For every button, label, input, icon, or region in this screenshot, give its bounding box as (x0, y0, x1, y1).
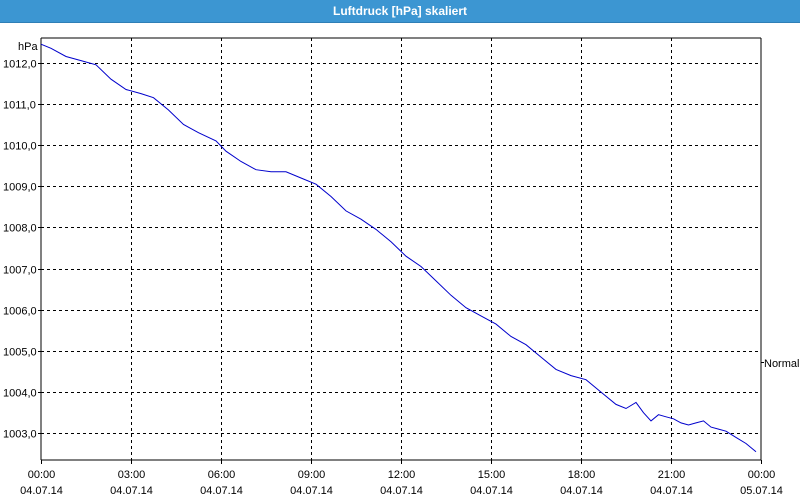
legend-entry-normal: Normal (764, 358, 799, 370)
y-tick-label: 1004,0 (3, 388, 37, 400)
x-tick-time-label: 09:00 (298, 469, 326, 481)
chart-area: hPa Normal 1003,0 1004,0 1005,0 1006,0 1007,… (3, 37, 799, 497)
y-axis-label: hPa (18, 41, 38, 53)
x-tick-date-label: 04.07.14 (110, 485, 153, 497)
x-tick-time-label: 00:00 (748, 469, 776, 481)
x-tick-time-label: 00:00 (28, 469, 56, 481)
x-tick-date-label: 04.07.14 (560, 485, 603, 497)
x-tick-time-label: 06:00 (208, 469, 236, 481)
y-tick-label: 1009,0 (3, 182, 37, 194)
x-tick-date-label: 04.07.14 (380, 485, 423, 497)
x-tick-date-label: 05.07.14 (740, 485, 783, 497)
title-bar: Luftdruck [hPa] skaliert (0, 0, 800, 23)
y-tick-label: 1012,0 (3, 59, 37, 71)
y-tick-label: 1007,0 (3, 265, 37, 277)
x-tick-date-label: 04.07.14 (650, 485, 693, 497)
x-tick-date-label: 04.07.14 (20, 485, 63, 497)
x-tick-time-label: 12:00 (388, 469, 416, 481)
x-tick-date-label: 04.07.14 (200, 485, 243, 497)
grid (41, 38, 761, 460)
y-tick-label: 1010,0 (3, 141, 37, 153)
x-tick-time-label: 21:00 (658, 469, 686, 481)
y-tick-label: 1005,0 (3, 347, 37, 359)
y-tick-label: 1011,0 (3, 100, 36, 112)
axes (38, 37, 764, 464)
labels: hPa Normal 1003,0 1004,0 1005,0 1006,0 1007,… (3, 41, 799, 497)
chart-title: Luftdruck [hPa] skaliert (332, 4, 468, 18)
x-tick-date-label: 04.07.14 (290, 485, 333, 497)
x-tick-time-label: 15:00 (478, 469, 506, 481)
y-tick-label: 1003,0 (3, 429, 37, 441)
x-tick-date-label: 04.07.14 (470, 485, 513, 497)
x-tick-time-label: 03:00 (118, 469, 146, 481)
series-layer (40, 43, 757, 453)
y-tick-label: 1008,0 (3, 223, 37, 235)
x-tick-time-label: 18:00 (568, 469, 596, 481)
y-tick-label: 1006,0 (3, 306, 37, 318)
series-line-normal (40, 43, 757, 453)
